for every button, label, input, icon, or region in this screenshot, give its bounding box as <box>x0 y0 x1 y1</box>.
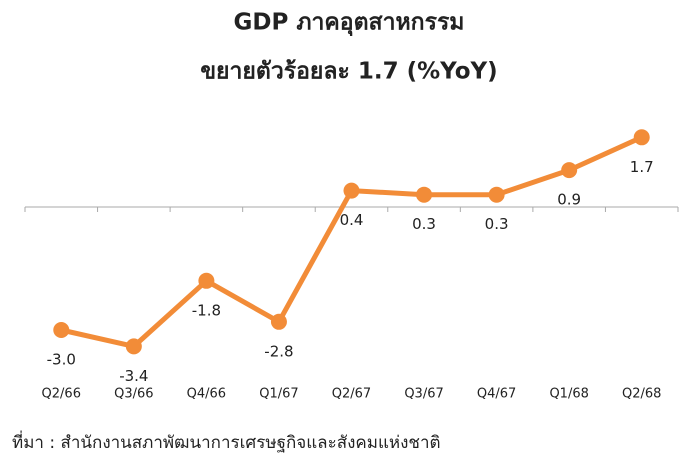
source-note: ที่มา : สำนักงานสภาพัฒนาการเศรษฐกิจและสั… <box>12 430 441 453</box>
x-tick-label: Q4/66 <box>187 387 226 402</box>
data-point <box>270 313 287 330</box>
x-tick-label: Q3/66 <box>114 387 153 402</box>
value-label: 0.4 <box>340 211 364 229</box>
x-tick-label: Q4/67 <box>477 387 516 402</box>
data-point <box>561 162 578 179</box>
value-label: -3.0 <box>47 351 76 369</box>
data-point <box>633 129 650 146</box>
data-line <box>60 135 643 349</box>
data-point <box>125 338 142 355</box>
value-label: 0.9 <box>557 191 581 209</box>
x-tick-label: Q2/68 <box>622 387 661 402</box>
value-label: -3.4 <box>119 367 148 385</box>
value-label: -1.8 <box>192 301 221 319</box>
x-tick-label: Q3/67 <box>404 387 443 402</box>
x-tick-label: Q2/66 <box>42 387 81 402</box>
value-label: -2.8 <box>264 342 293 360</box>
data-point <box>343 182 360 199</box>
chart-title: GDP ภาคอุตสาหกรรม <box>234 10 465 37</box>
x-tick-label: Q1/67 <box>259 387 298 402</box>
data-point <box>53 322 70 338</box>
x-tick-label: Q1/68 <box>549 387 588 402</box>
data-point <box>488 186 505 203</box>
value-label: 0.3 <box>485 215 509 233</box>
chart-subtitle: ขยายตัวร้อยละ 1.7 (%YoY) <box>200 59 497 85</box>
data-point <box>416 186 433 203</box>
data-point <box>198 272 215 289</box>
value-label: 0.3 <box>412 215 436 233</box>
x-tick-label: Q2/67 <box>332 387 371 402</box>
value-label: 1.7 <box>630 158 654 176</box>
